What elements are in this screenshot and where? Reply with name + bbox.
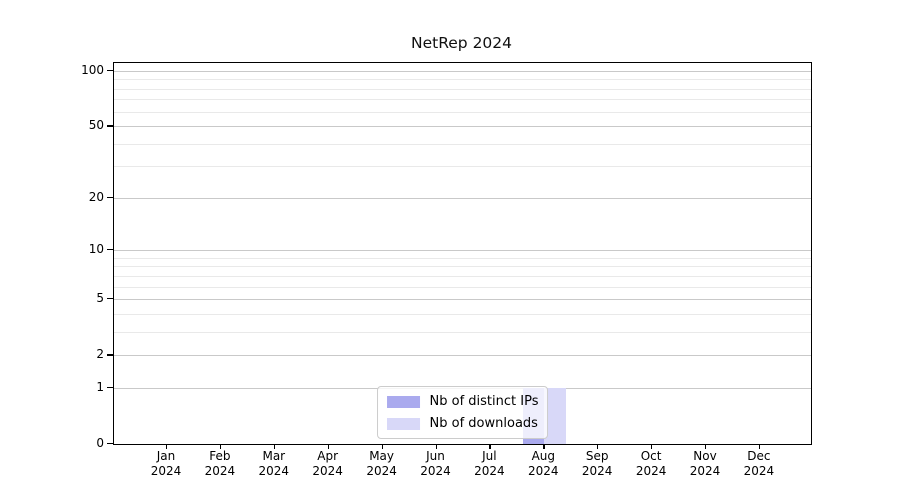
y-minor-gridline: [114, 313, 811, 315]
y-tick-mark: [107, 443, 113, 445]
y-tick-label: 50: [88, 118, 104, 133]
x-tick-mark: [435, 444, 437, 449]
y-minor-gridline: [114, 166, 811, 168]
x-tick-mark: [327, 444, 329, 449]
x-tick-label: Sep 2024: [581, 449, 613, 478]
y-tick-label: 10: [88, 242, 104, 257]
legend-label: Nb of downloads: [429, 416, 538, 431]
y-tick-label: 20: [88, 189, 104, 204]
legend-row: Nb of downloads: [386, 416, 539, 431]
y-tick-mark: [107, 125, 113, 127]
y-tick-label: 1: [96, 379, 104, 394]
x-tick-mark: [705, 444, 707, 449]
x-tick-mark: [543, 444, 545, 449]
x-tick-label: Jun 2024: [420, 449, 451, 478]
legend-label: Nb of distinct IPs: [429, 394, 539, 409]
x-tick-label: Aug 2024: [528, 449, 559, 478]
y-minor-gridline: [114, 286, 811, 288]
x-tick-mark: [273, 444, 276, 449]
x-tick-mark: [166, 444, 168, 449]
y-major-gridline: [114, 355, 811, 357]
legend-swatch: [386, 417, 420, 430]
legend-row: Nb of distinct IPs: [386, 394, 539, 409]
x-tick-label: Apr 2024: [312, 449, 343, 478]
x-tick-label: Jan 2024: [150, 449, 182, 478]
x-tick-label: Nov 2024: [689, 449, 721, 478]
y-tick-label: 0: [96, 436, 104, 450]
x-tick-label: May 2024: [366, 449, 397, 478]
y-tick-mark: [107, 298, 113, 300]
y-tick-label: 5: [96, 291, 104, 306]
y-major-gridline: [114, 71, 811, 72]
y-tick-mark: [107, 249, 113, 251]
y-minor-gridline: [114, 266, 811, 268]
y-minor-gridline: [114, 88, 811, 90]
x-tick-mark: [651, 444, 653, 449]
legend: Nb of distinct IPs Nb of downloads: [376, 386, 549, 439]
x-tick-mark: [758, 444, 761, 449]
y-tick-label: 100: [81, 63, 104, 77]
plot-area: Nb of distinct IPs Nb of downloads: [113, 62, 812, 445]
x-tick-mark: [597, 444, 599, 449]
x-tick-label: Oct 2024: [635, 449, 667, 478]
x-tick-label: Mar 2024: [258, 449, 290, 478]
legend-swatch: [386, 395, 420, 408]
x-tick-mark: [489, 444, 491, 449]
y-major-gridline: [114, 126, 811, 128]
y-minor-gridline: [114, 99, 811, 101]
y-minor-gridline: [114, 111, 811, 113]
x-tick-label: Feb 2024: [204, 449, 236, 478]
x-tick-label: Jul 2024: [474, 449, 505, 478]
y-minor-gridline: [114, 275, 811, 277]
y-minor-gridline: [114, 143, 811, 145]
y-minor-gridline: [114, 331, 811, 333]
y-minor-gridline: [114, 79, 811, 81]
y-tick-mark: [107, 386, 113, 389]
x-tick-mark: [219, 444, 222, 449]
y-tick-mark: [107, 354, 113, 356]
bar-nb-of-downloads: [544, 387, 566, 444]
y-tick-mark: [107, 70, 113, 72]
y-minor-gridline: [114, 257, 811, 259]
x-tick-label: Dec 2024: [743, 449, 775, 478]
y-major-gridline: [114, 197, 811, 199]
chart-title: NetRep 2024: [410, 34, 513, 52]
y-tick-label: 2: [96, 347, 104, 362]
x-tick-mark: [381, 444, 383, 449]
y-tick-mark: [107, 196, 113, 199]
y-major-gridline: [114, 250, 811, 252]
y-major-gridline: [114, 299, 811, 301]
